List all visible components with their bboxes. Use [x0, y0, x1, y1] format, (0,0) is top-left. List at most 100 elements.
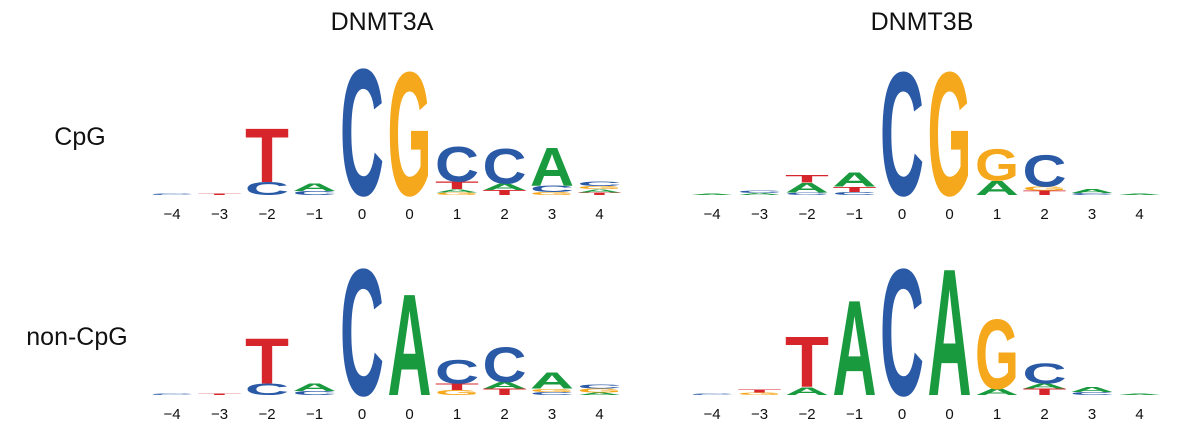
logo-letter: T [198, 193, 242, 195]
position-label: −1 [846, 406, 863, 423]
position-label: 2 [1040, 406, 1048, 423]
logo-letter: A [975, 178, 1019, 200]
logo-letter: C [483, 138, 527, 194]
position-label: −3 [211, 406, 228, 423]
logo-letter: C [435, 136, 479, 192]
logo-letter: T [833, 185, 877, 193]
position-label: −1 [846, 206, 863, 223]
position-label: −4 [163, 406, 180, 423]
logo-letter: A [293, 382, 337, 394]
logo-letter: G [530, 388, 574, 393]
logo-letter: C [530, 391, 574, 396]
position-label: 3 [1088, 406, 1096, 423]
logo-letter: C [1070, 391, 1114, 396]
logo-letter: C [245, 179, 289, 199]
logo-letter: T [1023, 387, 1067, 397]
position-label: −3 [751, 206, 768, 223]
logo-letter: C [833, 191, 877, 196]
position-label: 4 [595, 206, 603, 223]
logo-letter: G [928, 34, 972, 232]
logo-letter: T [245, 325, 289, 398]
position-label: 4 [1135, 406, 1143, 423]
logo-letter: T [578, 192, 622, 196]
logo-letter: A [833, 169, 877, 191]
position-label: −3 [211, 206, 228, 223]
position-label: 0 [405, 406, 413, 423]
logo-letter: A [578, 392, 622, 396]
logo-letter: G [435, 192, 479, 196]
position-label: 2 [1040, 206, 1048, 223]
position-label: 0 [898, 206, 906, 223]
position-label: 0 [945, 206, 953, 223]
row-label: non-CpG [26, 323, 127, 351]
logo-letter: C [690, 393, 734, 395]
position-label: 1 [993, 206, 1001, 223]
logo-letter: G [975, 141, 1019, 191]
logo-letter: A [975, 387, 1019, 397]
logo-letter: A [1070, 385, 1114, 393]
position-label: −2 [258, 406, 275, 423]
logo-letter: G [530, 191, 574, 196]
position-label: −4 [163, 206, 180, 223]
logo-letter: A [483, 380, 527, 390]
position-label: 3 [548, 206, 556, 223]
position-label: 0 [358, 206, 366, 223]
logo-letter: A [1118, 393, 1162, 395]
logo-letter: G [738, 392, 782, 396]
logo-letter: A [1118, 193, 1162, 195]
position-label: 0 [898, 406, 906, 423]
logo-letter: T [483, 189, 527, 197]
logo-letter: G [578, 388, 622, 394]
logo-letter: A [1023, 382, 1067, 390]
logo-letter: C [880, 231, 924, 424]
logo-letter: T [738, 388, 782, 393]
position-label: −2 [798, 206, 815, 223]
logo-letter: C [880, 34, 924, 232]
logo-letter: T [435, 180, 479, 192]
position-label: 1 [453, 406, 461, 423]
logo-letter: T [1023, 189, 1067, 196]
logo-letter: C [1070, 193, 1114, 196]
logo-letter: A [293, 182, 337, 194]
logo-letter: C [340, 231, 384, 424]
position-label: −2 [258, 206, 275, 223]
position-label: 1 [993, 406, 1001, 423]
logo-letter: C [785, 192, 829, 196]
position-label: 0 [405, 206, 413, 223]
logo-letter: A [578, 188, 622, 193]
position-label: 2 [500, 406, 508, 423]
column-title: DNMT3A [331, 8, 434, 36]
logo-letter: T [198, 393, 242, 395]
logo-letter: C [738, 190, 782, 194]
logo-letter: C [1023, 357, 1067, 390]
logo-letter: T [483, 387, 527, 397]
logo-letter: C [150, 193, 194, 195]
logo-letter: C [578, 384, 622, 390]
position-label: −3 [751, 406, 768, 423]
logo-letter: A [435, 188, 479, 193]
position-label: 0 [945, 406, 953, 423]
position-label: 4 [595, 406, 603, 423]
logo-letter: C [578, 180, 622, 187]
logo-letter: A [483, 182, 527, 192]
column-title: DNMT3B [871, 8, 974, 36]
logo-letter: A [738, 193, 782, 196]
logo-letter: A [530, 137, 574, 198]
logo-letter: A [530, 368, 574, 393]
logo-letter: A [388, 263, 432, 424]
logo-letter: G [975, 299, 1019, 410]
logo-letter: C [150, 393, 194, 395]
position-label: 3 [548, 406, 556, 423]
position-label: −1 [306, 206, 323, 223]
logo-letter: T [435, 382, 479, 392]
position-label: 0 [358, 406, 366, 423]
position-label: −4 [703, 406, 720, 423]
logo-letter: G [435, 389, 479, 397]
logo-letter: A [928, 231, 972, 424]
position-label: 1 [453, 206, 461, 223]
logo-letter: T [785, 323, 829, 404]
logo-letter: T [785, 173, 829, 185]
